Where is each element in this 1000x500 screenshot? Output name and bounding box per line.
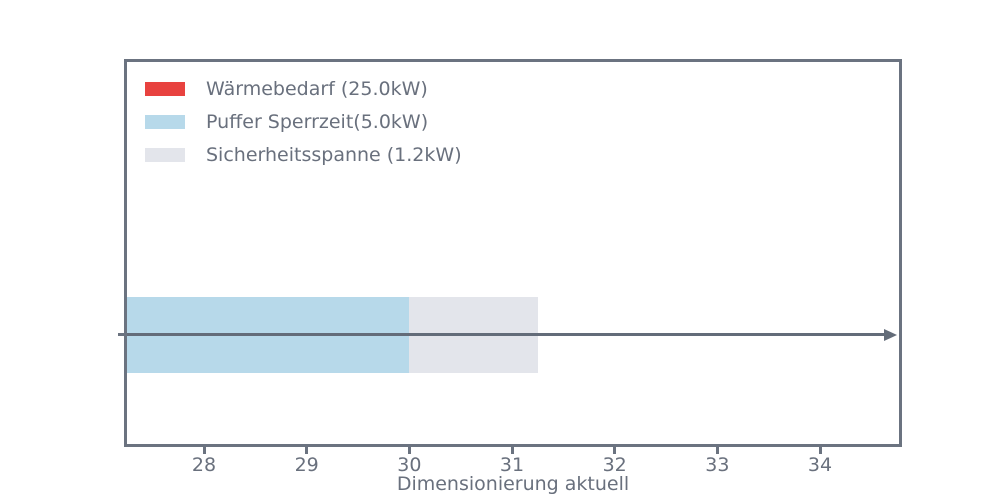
- legend-label: Sicherheitsspanne (1.2kW): [206, 143, 462, 166]
- x-tick: [407, 446, 411, 454]
- legend-swatch-red: [145, 81, 185, 96]
- x-tick-label: 34: [807, 454, 833, 476]
- x-tick: [613, 446, 617, 454]
- x-tick: [305, 446, 309, 454]
- x-tick-label: 29: [294, 454, 319, 476]
- legend-swatch-blue: [145, 114, 185, 129]
- legend: Wärmebedarf (25.0kW) Puffer Sperrzeit(5.…: [145, 72, 462, 171]
- x-axis-label: Dimensionierung aktuell: [396, 473, 630, 495]
- y-axis-tick: [118, 333, 127, 336]
- x-tick: [715, 446, 719, 454]
- dimension-arrow-line: [127, 333, 885, 336]
- plot-area: [124, 59, 902, 447]
- arrow-head-icon: [884, 329, 897, 341]
- x-tick: [818, 446, 822, 454]
- legend-label: Puffer Sperrzeit(5.0kW): [206, 110, 429, 133]
- x-tick: [510, 446, 514, 454]
- x-tick: [202, 446, 206, 454]
- x-tick-label: 32: [602, 454, 627, 476]
- legend-item-sicherheitsspanne: Sicherheitsspanne (1.2kW): [145, 138, 462, 171]
- x-tick-label: 28: [191, 454, 217, 476]
- x-tick-label: 31: [499, 454, 525, 476]
- x-tick-label: 33: [705, 454, 730, 476]
- legend-item-puffer-sperrzeit: Puffer Sperrzeit(5.0kW): [145, 105, 462, 138]
- x-tick-label: 30: [397, 454, 422, 476]
- legend-label: Wärmebedarf (25.0kW): [206, 77, 428, 100]
- legend-swatch-gray: [145, 147, 185, 162]
- legend-item-waermebedarf: Wärmebedarf (25.0kW): [145, 72, 462, 105]
